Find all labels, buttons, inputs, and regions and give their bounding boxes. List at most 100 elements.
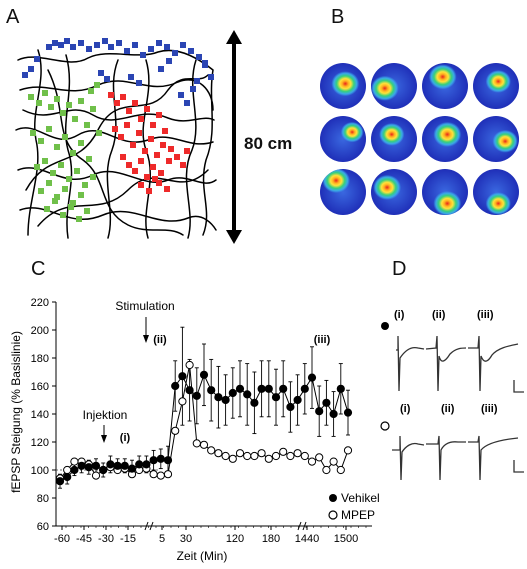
point-mpep: [243, 451, 252, 461]
place-field-grid: [320, 63, 519, 215]
green-spike: [66, 176, 72, 182]
green-spike: [52, 198, 58, 204]
point-vehikel: [207, 386, 216, 395]
trace-label-top-i: (i): [394, 309, 405, 321]
point-vehikel: [84, 463, 93, 472]
green-spike: [62, 134, 68, 140]
point-mpep: [307, 457, 317, 466]
green-spike: [96, 130, 102, 136]
stimulation-arrow-head: [143, 335, 149, 343]
blue-spike: [116, 40, 122, 46]
point-vehikel: [286, 402, 295, 412]
annotation-point-i: (i): [120, 432, 131, 444]
red-spike: [164, 186, 170, 192]
panel-label-b: B: [331, 6, 345, 28]
blue-spike: [124, 48, 130, 54]
blue-spike: [52, 40, 58, 46]
point-mpep: [250, 451, 259, 461]
point-vehikel: [300, 384, 309, 393]
point-mpep: [63, 465, 72, 475]
point-vehikel: [279, 384, 288, 393]
place-field-field-6: [371, 116, 417, 162]
red-spike: [124, 122, 130, 128]
green-spike: [78, 140, 84, 146]
point-mpep: [171, 426, 180, 435]
axis-break: [297, 521, 302, 531]
point-vehikel: [135, 460, 144, 469]
red-spike: [118, 134, 124, 140]
red-spike: [130, 142, 136, 148]
legend-marker-mpep: [328, 510, 338, 520]
x-axis-label: Zeit (Min): [177, 549, 228, 563]
place-field-field-11: [422, 169, 468, 215]
place-field-field-4: [473, 63, 519, 109]
x-tick-label: 1500: [334, 533, 358, 545]
point-vehikel: [63, 472, 72, 482]
trace-label-top-iii: (iii): [477, 309, 494, 321]
point-vehikel: [264, 384, 273, 393]
blue-spike: [28, 66, 34, 72]
trace-vehikel-ii: [425, 335, 467, 392]
x-tick-label: 1440: [295, 533, 319, 545]
green-spike: [76, 216, 82, 222]
point-vehikel: [257, 384, 266, 393]
green-spike: [82, 182, 88, 188]
point-vehikel: [113, 461, 122, 470]
red-spike: [180, 162, 186, 168]
red-spike: [174, 154, 180, 160]
green-spike: [54, 144, 60, 150]
y-tick-label: 140: [31, 409, 49, 421]
blue-spike: [86, 46, 92, 52]
trace-vehikel-iii: [468, 335, 519, 392]
blue-spike: [196, 54, 202, 60]
y-axis: 60 80 100 120 140 160 180 200 220: [31, 297, 57, 533]
green-spike: [68, 204, 74, 210]
point-mpep: [149, 470, 158, 479]
point-mpep: [70, 457, 79, 466]
fepsp-traces: (i) (ii) (iii) (i) (ii) (iii): [380, 309, 524, 481]
trace-label-bottom-ii: (ii): [441, 403, 455, 415]
trace-mpep-i: [392, 435, 425, 481]
green-spike: [36, 100, 42, 106]
point-mpep: [257, 449, 266, 458]
red-spike: [160, 142, 166, 148]
y-tick-label: 200: [31, 325, 49, 337]
point-vehikel: [156, 454, 165, 463]
point-vehikel: [307, 373, 317, 382]
blue-spike: [208, 74, 214, 80]
point-mpep: [185, 360, 194, 370]
annotation-point-iii: (iii): [314, 334, 331, 346]
point-vehikel: [329, 409, 338, 419]
green-spike: [30, 130, 36, 136]
scale-arrow: [226, 30, 242, 244]
green-spike: [70, 150, 76, 156]
point-vehikel: [163, 456, 173, 465]
x-tick-label: -45: [76, 533, 92, 545]
point-vehikel: [322, 398, 331, 407]
place-field-field-9: [320, 169, 366, 215]
red-spike: [150, 122, 156, 128]
point-vehikel: [171, 381, 180, 391]
point-vehikel: [127, 464, 137, 473]
point-vehikel: [149, 456, 158, 465]
chart-svg: fEPSP Steigung (% Basislinie) 60 80 100 120…: [9, 297, 380, 563]
point-vehikel: [120, 461, 129, 470]
blue-spike: [64, 38, 70, 44]
blue-spike: [94, 42, 100, 48]
point-vehikel: [214, 393, 223, 402]
annotation-injection: Injektion: [83, 408, 128, 422]
point-mpep: [293, 449, 302, 458]
place-field-field-10: [371, 169, 417, 215]
green-spike: [58, 162, 64, 168]
green-spike: [42, 158, 48, 164]
point-mpep: [156, 471, 165, 480]
red-spike: [150, 164, 156, 170]
scale-bar-top: [513, 380, 524, 393]
point-mpep: [235, 449, 245, 458]
place-field-field-8: [473, 116, 519, 162]
green-spike: [38, 138, 44, 144]
x-tick-label: 180: [262, 533, 280, 545]
y-tick-label: 220: [31, 297, 49, 309]
vehikel-marker: [381, 322, 389, 330]
blue-spike: [180, 42, 186, 48]
